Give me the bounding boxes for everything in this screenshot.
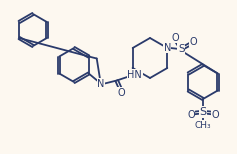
Text: O: O bbox=[187, 110, 195, 120]
Text: O: O bbox=[211, 110, 219, 120]
Text: O: O bbox=[118, 87, 126, 97]
Text: S: S bbox=[178, 44, 185, 54]
Text: O: O bbox=[190, 37, 197, 47]
Text: HN: HN bbox=[127, 69, 142, 79]
Text: O: O bbox=[172, 33, 179, 43]
Text: CH₃: CH₃ bbox=[195, 120, 211, 130]
Text: N: N bbox=[97, 79, 105, 89]
Text: S: S bbox=[200, 107, 207, 117]
Text: N: N bbox=[164, 43, 171, 53]
